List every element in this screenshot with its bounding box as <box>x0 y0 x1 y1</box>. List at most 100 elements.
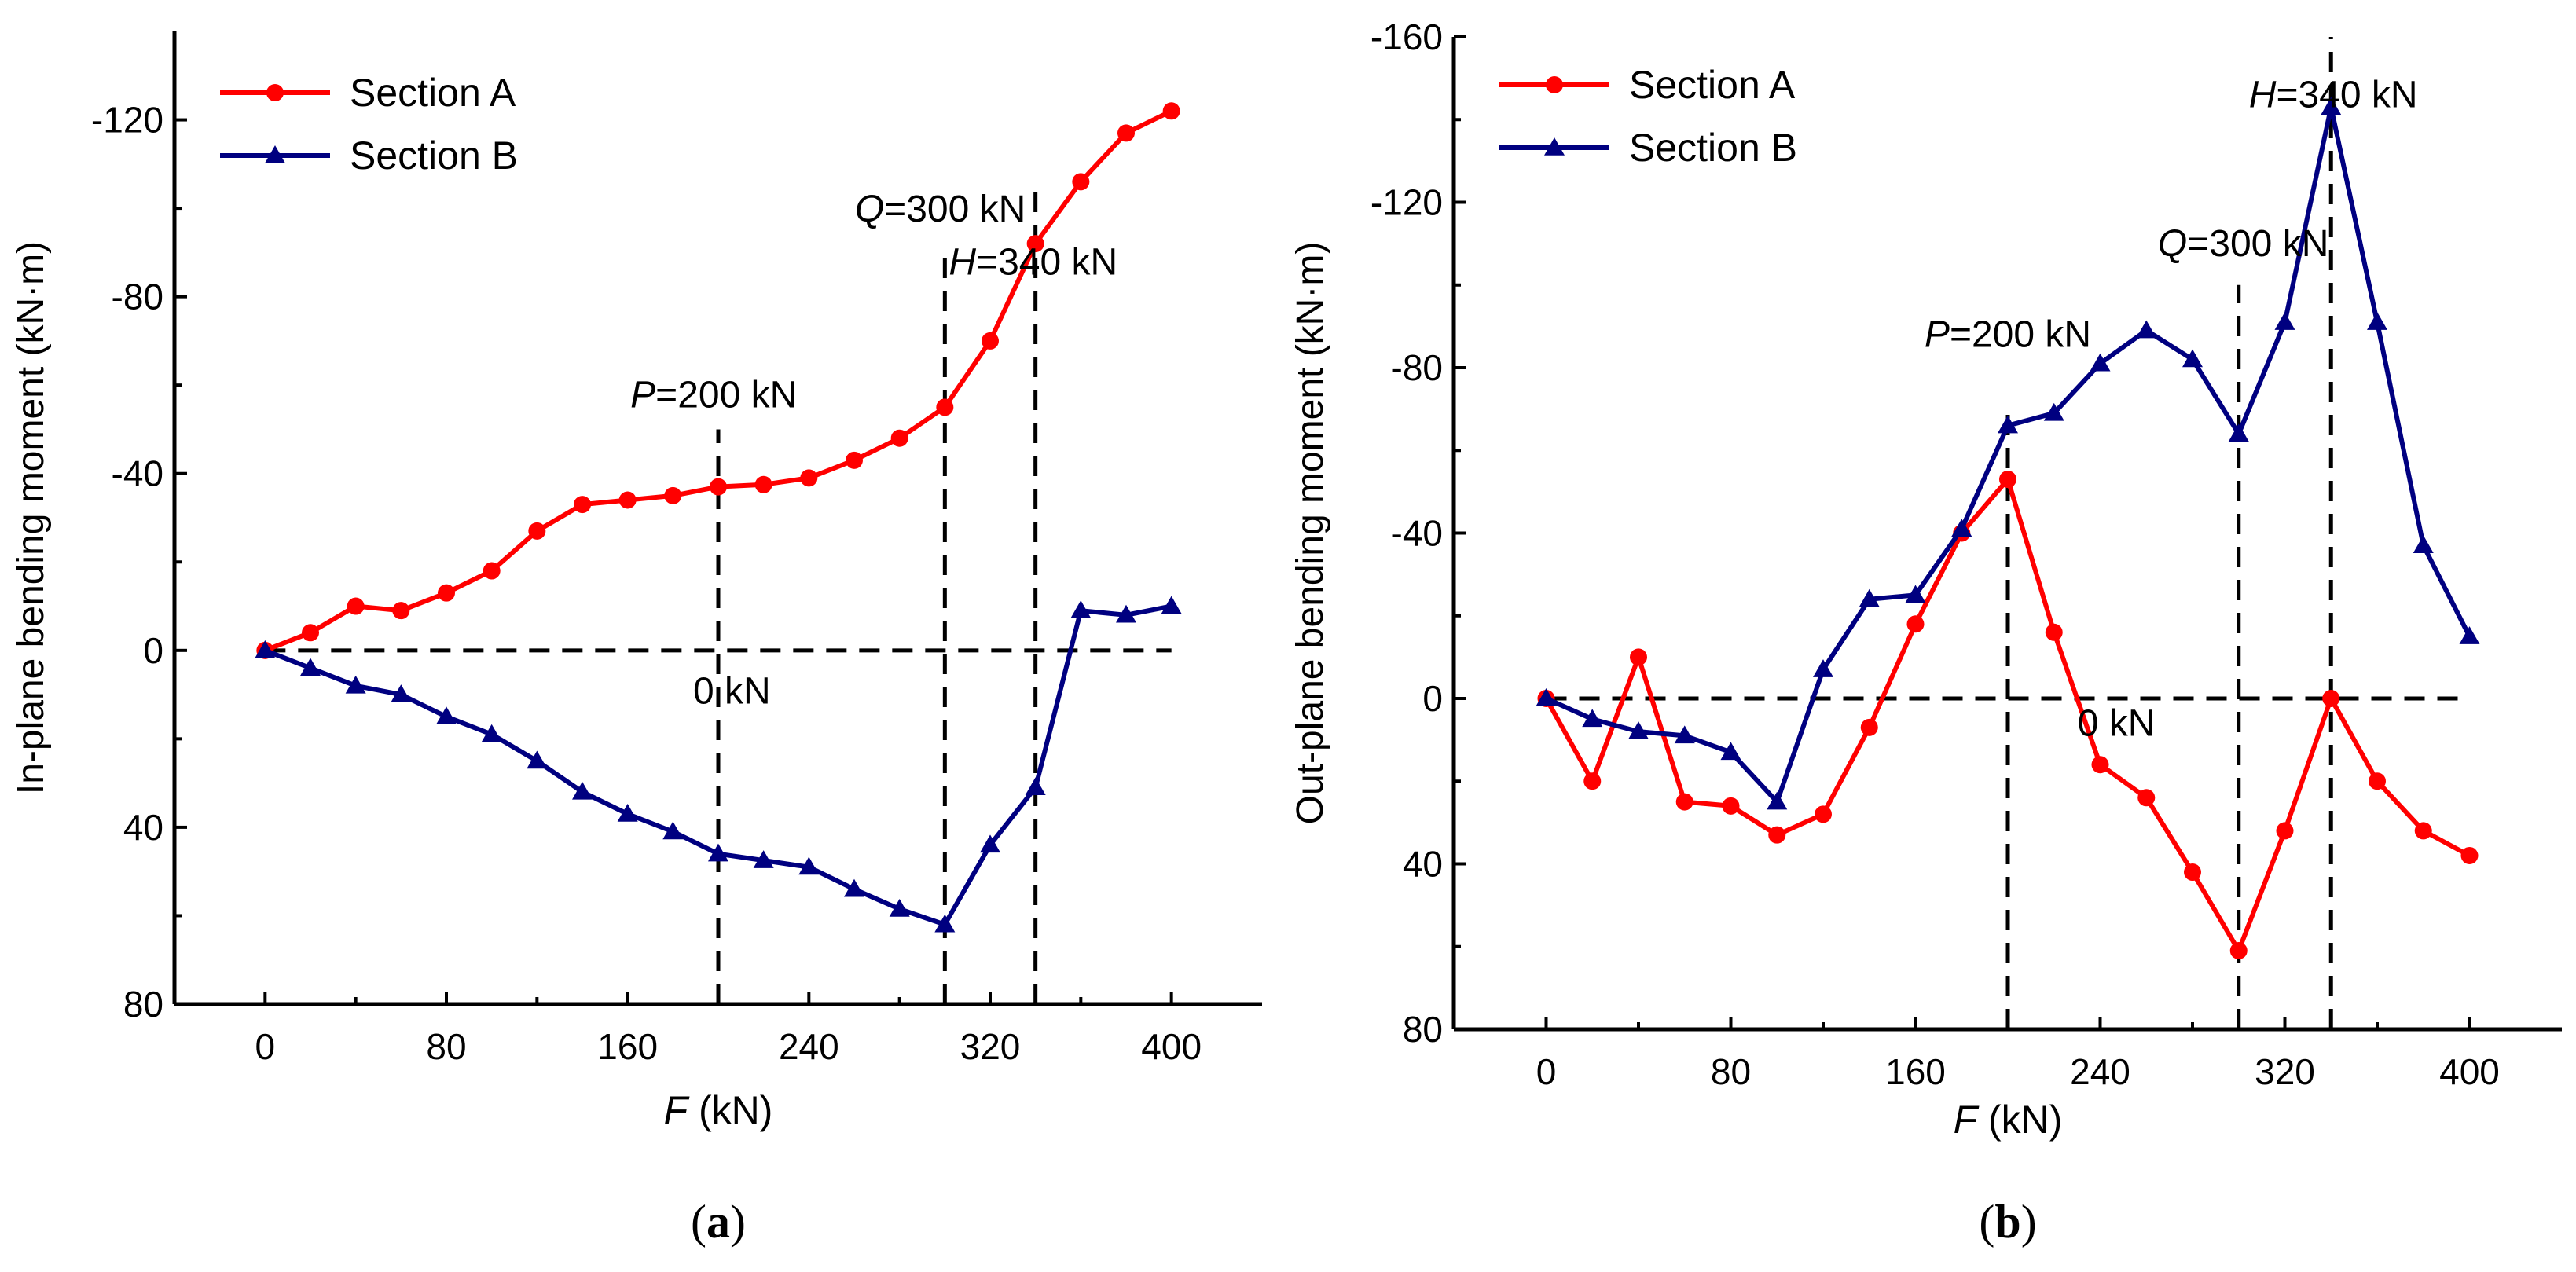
data-point <box>347 597 365 615</box>
data-point <box>1162 102 1180 120</box>
data-point <box>1582 709 1603 728</box>
data-point <box>708 843 728 862</box>
y-tick-label: -80 <box>112 277 163 317</box>
legend-swatch-marker <box>266 84 284 101</box>
x-axis-variable: F <box>664 1088 690 1132</box>
data-point <box>572 781 593 800</box>
y-tick-label: -120 <box>1371 182 1443 223</box>
data-point <box>664 486 682 504</box>
legend-swatch-marker <box>1546 76 1563 93</box>
data-point <box>800 469 818 487</box>
data-point <box>2228 423 2249 442</box>
x-axis-label: F (kN) <box>664 1088 773 1132</box>
data-point <box>2413 535 2434 554</box>
data-point <box>1813 659 1833 677</box>
annotation-text: =340 kN <box>976 242 1117 284</box>
data-point <box>754 475 772 493</box>
annotation-text: 0 kN <box>693 670 771 712</box>
data-point <box>662 821 684 840</box>
annotation-variable: Q <box>2158 223 2187 265</box>
panel-label-letter: a <box>706 1196 730 1248</box>
data-point <box>1536 688 1557 706</box>
legend-label: Section A <box>350 71 516 115</box>
data-point <box>2414 822 2432 840</box>
data-point <box>1026 235 1044 253</box>
legend-item-section-b: Section B <box>1499 126 1797 170</box>
data-point <box>2229 942 2248 960</box>
data-point <box>1951 519 1972 537</box>
data-point <box>710 478 727 496</box>
data-point <box>2369 772 2386 790</box>
data-point <box>1116 604 1136 623</box>
y-tick-label: -120 <box>91 100 163 141</box>
data-point <box>889 899 910 917</box>
data-point <box>438 584 455 602</box>
annotation-variable: H <box>2249 74 2277 115</box>
data-point <box>2043 402 2064 421</box>
data-point <box>2322 690 2340 707</box>
data-point <box>1859 588 1880 607</box>
data-point <box>934 914 956 933</box>
y-tick-label: 80 <box>123 984 163 1025</box>
data-point <box>1674 725 1695 744</box>
data-point <box>2136 320 2157 339</box>
panel-label-open: ( <box>1979 1196 1994 1248</box>
data-point <box>1722 797 1740 815</box>
annotation-label: P=200 kN <box>630 374 797 416</box>
annotation-text: =340 kN <box>2276 74 2417 115</box>
y-tick-label: -40 <box>1391 513 1443 554</box>
data-point <box>846 451 863 469</box>
x-tick-label: 80 <box>426 1026 466 1067</box>
legend-item-section-a: Section A <box>220 71 516 115</box>
annotation-label: 0 kN <box>2078 702 2156 744</box>
annotation-text: =300 kN <box>2187 223 2328 265</box>
data-point <box>2091 756 2109 774</box>
x-tick-label: 160 <box>597 1026 658 1067</box>
x-tick-label: 240 <box>2070 1051 2130 1092</box>
y-tick-label: -160 <box>1371 16 1443 57</box>
annotation-variable: P <box>1925 314 1950 356</box>
data-point <box>1720 742 1741 761</box>
annotation-variable: Q <box>855 189 884 230</box>
data-point <box>1161 596 1182 614</box>
x-tick-label: 240 <box>779 1026 839 1067</box>
data-point <box>2184 863 2201 882</box>
data-point <box>528 522 546 540</box>
data-point <box>2274 312 2295 330</box>
x-tick-label: 0 <box>255 1026 276 1067</box>
data-point <box>1628 721 1649 739</box>
y-axis-label: Out-plane bending moment (kN·m) <box>1290 242 1331 825</box>
data-point <box>1583 772 1602 790</box>
y-tick-label: 40 <box>123 807 163 848</box>
data-point <box>2276 822 2294 840</box>
y-axis-label: In-plane bending moment (kN·m) <box>10 241 52 794</box>
y-tick-label: -40 <box>112 453 163 494</box>
legend-label: Section A <box>1629 63 1796 107</box>
data-point <box>2182 349 2203 368</box>
annotation-label: P=200 kN <box>1925 314 2091 356</box>
x-axis-unit: (kN) <box>1977 1098 2062 1142</box>
data-point <box>890 429 908 447</box>
x-tick-label: 320 <box>2255 1051 2315 1092</box>
annotation-text: =200 kN <box>655 374 797 416</box>
data-point <box>436 706 457 724</box>
data-point <box>1768 826 1786 844</box>
legend-label: Section B <box>350 134 518 178</box>
data-point <box>1860 718 1878 736</box>
data-point <box>2090 353 2111 372</box>
data-point <box>392 602 410 620</box>
data-point <box>345 675 366 694</box>
data-point <box>980 834 1000 853</box>
x-tick-label: 160 <box>1885 1051 1946 1092</box>
data-point <box>844 878 864 897</box>
data-point <box>527 750 548 769</box>
data-point <box>617 804 638 822</box>
panel-label-letter: b <box>1994 1196 2020 1248</box>
legend-swatch-marker <box>265 145 285 163</box>
data-point <box>1815 805 1832 823</box>
annotation-variable: H <box>949 242 976 284</box>
panel-label-close: ) <box>2021 1196 2037 1248</box>
x-axis-label: F (kN) <box>1954 1098 2063 1142</box>
